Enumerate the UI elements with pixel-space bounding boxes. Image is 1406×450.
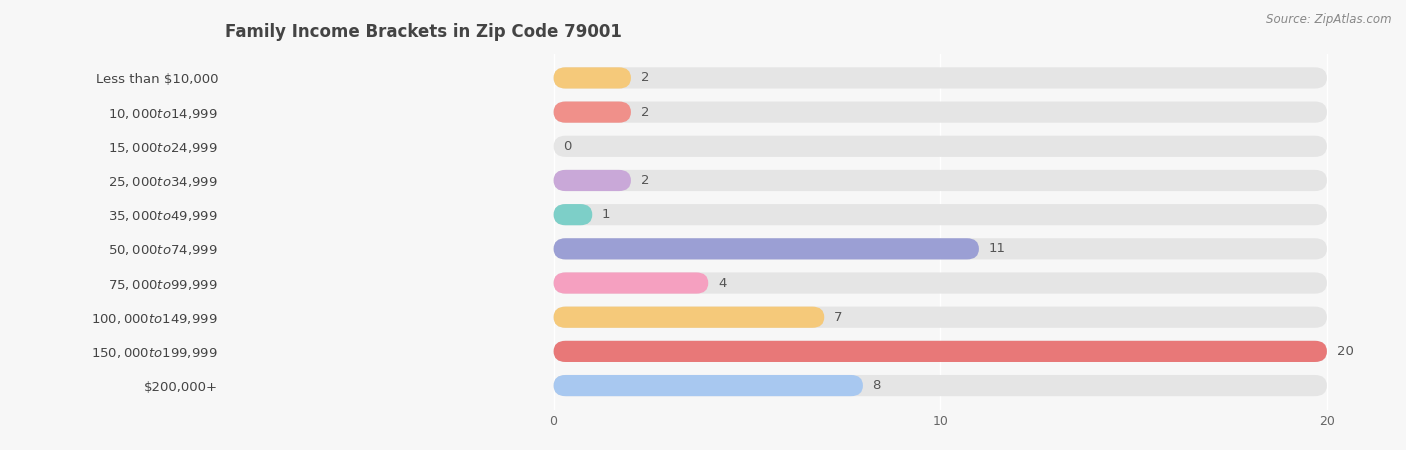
- FancyBboxPatch shape: [554, 341, 1327, 362]
- Text: 8: 8: [873, 379, 882, 392]
- FancyBboxPatch shape: [554, 102, 631, 123]
- FancyBboxPatch shape: [554, 272, 709, 293]
- FancyBboxPatch shape: [554, 238, 1327, 260]
- FancyBboxPatch shape: [554, 68, 1327, 89]
- FancyBboxPatch shape: [554, 170, 1327, 191]
- FancyBboxPatch shape: [554, 204, 592, 225]
- Text: Source: ZipAtlas.com: Source: ZipAtlas.com: [1267, 14, 1392, 27]
- FancyBboxPatch shape: [554, 375, 863, 396]
- Text: Family Income Brackets in Zip Code 79001: Family Income Brackets in Zip Code 79001: [225, 23, 621, 41]
- FancyBboxPatch shape: [554, 272, 1327, 293]
- FancyBboxPatch shape: [554, 306, 1327, 328]
- FancyBboxPatch shape: [554, 68, 631, 89]
- FancyBboxPatch shape: [554, 341, 1327, 362]
- FancyBboxPatch shape: [554, 170, 631, 191]
- Text: 1: 1: [602, 208, 610, 221]
- Text: 11: 11: [988, 243, 1005, 255]
- FancyBboxPatch shape: [554, 375, 1327, 396]
- Text: 20: 20: [1337, 345, 1354, 358]
- Text: 7: 7: [834, 310, 842, 324]
- Text: 2: 2: [641, 174, 650, 187]
- FancyBboxPatch shape: [554, 102, 1327, 123]
- FancyBboxPatch shape: [554, 306, 824, 328]
- Text: 2: 2: [641, 72, 650, 85]
- Text: 0: 0: [564, 140, 572, 153]
- FancyBboxPatch shape: [554, 136, 1327, 157]
- Text: 4: 4: [718, 276, 727, 289]
- FancyBboxPatch shape: [554, 238, 979, 260]
- Text: 2: 2: [641, 106, 650, 119]
- FancyBboxPatch shape: [554, 204, 1327, 225]
